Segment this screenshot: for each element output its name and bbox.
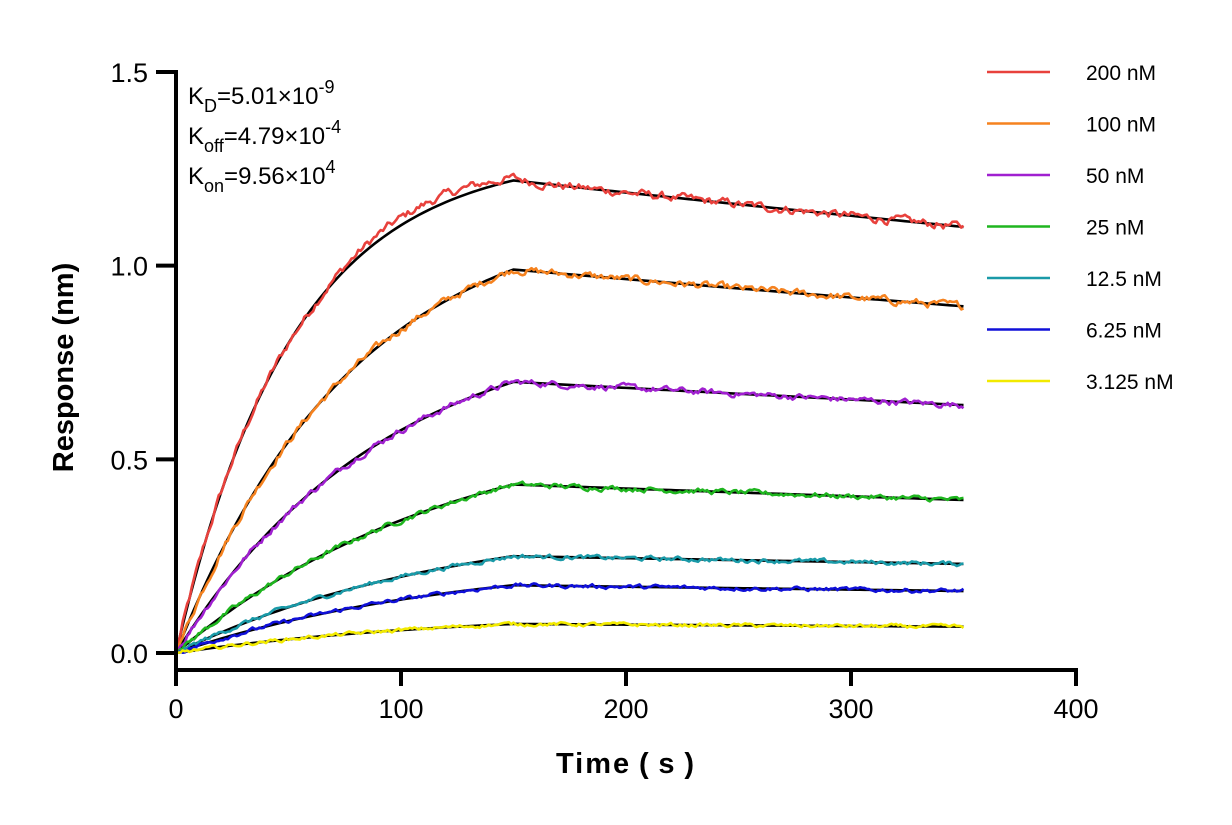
data-line-12-5-nm xyxy=(175,553,964,655)
x-tick-label: 400 xyxy=(1053,694,1098,724)
kinetic-constant-off: Koff=4.79×10-4 xyxy=(188,117,341,156)
data-line-3-125-nm xyxy=(175,620,965,655)
x-tick-label: 0 xyxy=(168,694,183,724)
y-axis-title: Response (nm) xyxy=(48,263,80,472)
data-series xyxy=(174,172,965,655)
y-tick-label: 0.0 xyxy=(110,639,148,669)
legend: 200 nM 100 nM 50 nM 25 nM 12.5 nM 6.25 nM 3.12… xyxy=(987,62,1174,394)
legend-label-25-nm: 25 nM xyxy=(1086,217,1144,240)
kinetic-constant-d: KD=5.01×10-9 xyxy=(188,77,334,116)
x-axis-title: Time ( s ) xyxy=(556,748,696,780)
x-tick-label: 100 xyxy=(378,694,423,724)
legend-label-12-5-nm: 12.5 nM xyxy=(1086,268,1162,291)
legend-label-6-25-nm: 6.25 nM xyxy=(1086,320,1162,343)
y-tick-label: 0.5 xyxy=(110,445,148,475)
data-line-25-nm xyxy=(175,480,964,654)
legend-label-200-nm: 200 nM xyxy=(1086,62,1156,85)
data-line-6-25-nm xyxy=(175,582,965,655)
legend-label-50-nm: 50 nM xyxy=(1086,165,1144,188)
data-line-50-nm xyxy=(174,378,965,654)
x-tick-label: 200 xyxy=(603,694,648,724)
fit-line-200-nm xyxy=(174,179,964,654)
x-tick-label: 300 xyxy=(828,694,873,724)
axes: 0 100 200 300 400 0.0 0.5 1.0 1.5 Time ( s ) Respo… xyxy=(48,58,1099,780)
fit-line-100-nm xyxy=(174,268,964,654)
data-line-100-nm xyxy=(174,266,965,654)
fit-line-50-nm xyxy=(174,380,964,654)
legend-label-100-nm: 100 nM xyxy=(1086,114,1156,137)
kinetic-constant-on: Kon=9.56×104 xyxy=(188,157,336,196)
fit-lines xyxy=(174,179,964,655)
data-line-200-nm xyxy=(174,172,965,654)
y-tick-label: 1.0 xyxy=(110,252,148,282)
y-tick-label: 1.5 xyxy=(110,58,148,88)
legend-label-3-125-nm: 3.125 nM xyxy=(1086,371,1174,394)
